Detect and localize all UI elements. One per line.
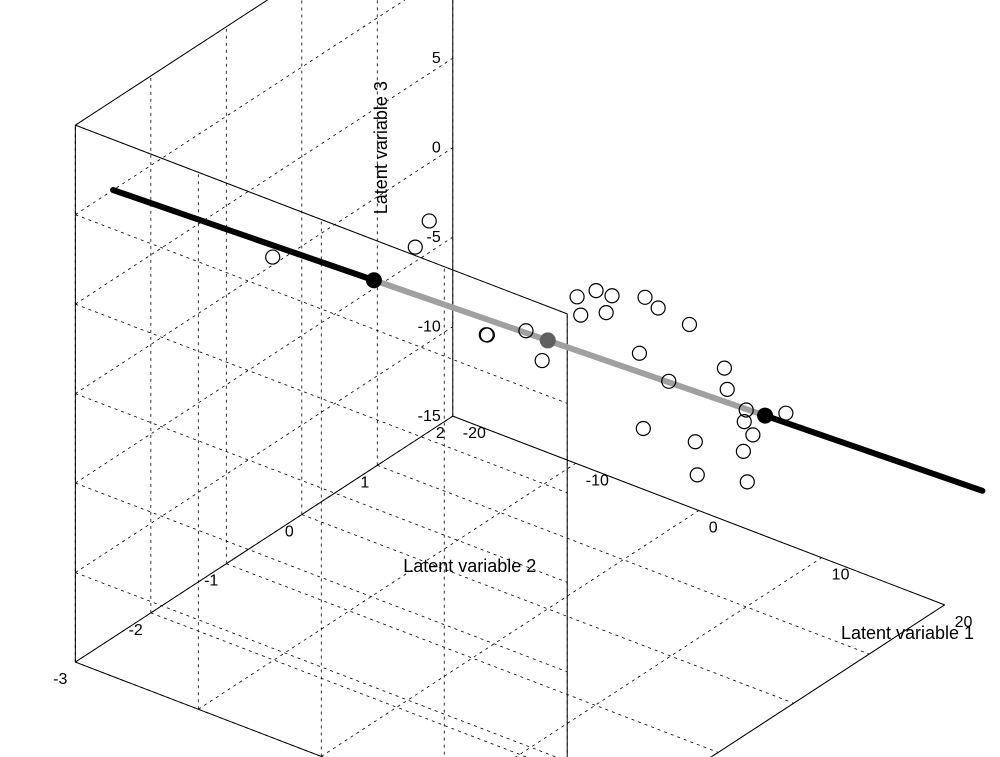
scatter-point [746, 428, 760, 442]
y-tick-label: -3 [53, 671, 67, 688]
y-tick-label: 1 [360, 474, 369, 491]
scatter-point [636, 422, 650, 436]
trend-line-segment [765, 416, 982, 491]
x-tick-label: -10 [586, 472, 609, 489]
z-tick-label: -5 [427, 229, 441, 246]
grid-lines [75, 0, 944, 757]
axes-box [75, 0, 944, 757]
scatter-point [682, 317, 696, 331]
scatter-point [638, 290, 652, 304]
scatter-point [422, 214, 436, 228]
scatter3d-plot: -15-10-5051015-3-2-1012-20-1001020Latent… [0, 0, 1000, 757]
scatter-point [688, 435, 702, 449]
axis-labels: Latent variable 3 Latent variable 2 Latent… [371, 81, 974, 643]
trend-node [757, 408, 773, 424]
scatter-point [717, 361, 731, 375]
x-tick-label: -20 [463, 425, 486, 442]
scatter-point [651, 301, 665, 315]
scatter-point [690, 468, 704, 482]
scatter-point [736, 444, 750, 458]
scatter-point [535, 354, 549, 368]
z-axis-label: Latent variable 3 [371, 81, 391, 214]
trend-line-segment [113, 190, 374, 280]
scatter-point [574, 308, 588, 322]
y-tick-label: -2 [129, 622, 143, 639]
scatter-point [740, 475, 754, 489]
scatter-point [737, 415, 751, 429]
scatter-point [408, 240, 422, 254]
scatter-point [662, 374, 676, 388]
y-tick-label: 0 [285, 524, 294, 541]
scatter-point [589, 284, 603, 298]
y-tick-label: 2 [436, 425, 445, 442]
z-tick-label: 0 [432, 140, 441, 157]
x-tick-label: 0 [709, 519, 718, 536]
x-tick-label: 10 [832, 567, 850, 584]
scatter-point [479, 328, 493, 342]
z-tick-label: -15 [418, 408, 441, 425]
tick-labels: -15-10-5051015-3-2-1012-20-1001020 [53, 0, 972, 688]
scatter-point [599, 306, 613, 320]
scatter-point [519, 324, 533, 338]
scatter-point [605, 289, 619, 303]
trend-node [366, 272, 382, 288]
y-axis-label: Latent variable 2 [403, 556, 536, 576]
scatter-point [632, 346, 646, 360]
scatter-point [720, 382, 734, 396]
scatter-point [570, 290, 584, 304]
trend-node [540, 332, 556, 348]
scatter-point [266, 250, 280, 264]
data-layer [113, 190, 982, 491]
scatter-point [779, 406, 793, 420]
y-tick-label: -1 [204, 573, 218, 590]
z-tick-label: 5 [432, 50, 441, 67]
z-tick-label: -10 [418, 319, 441, 336]
trend-line-segment [548, 340, 765, 415]
x-axis-label: Latent variable 1 [841, 623, 974, 643]
